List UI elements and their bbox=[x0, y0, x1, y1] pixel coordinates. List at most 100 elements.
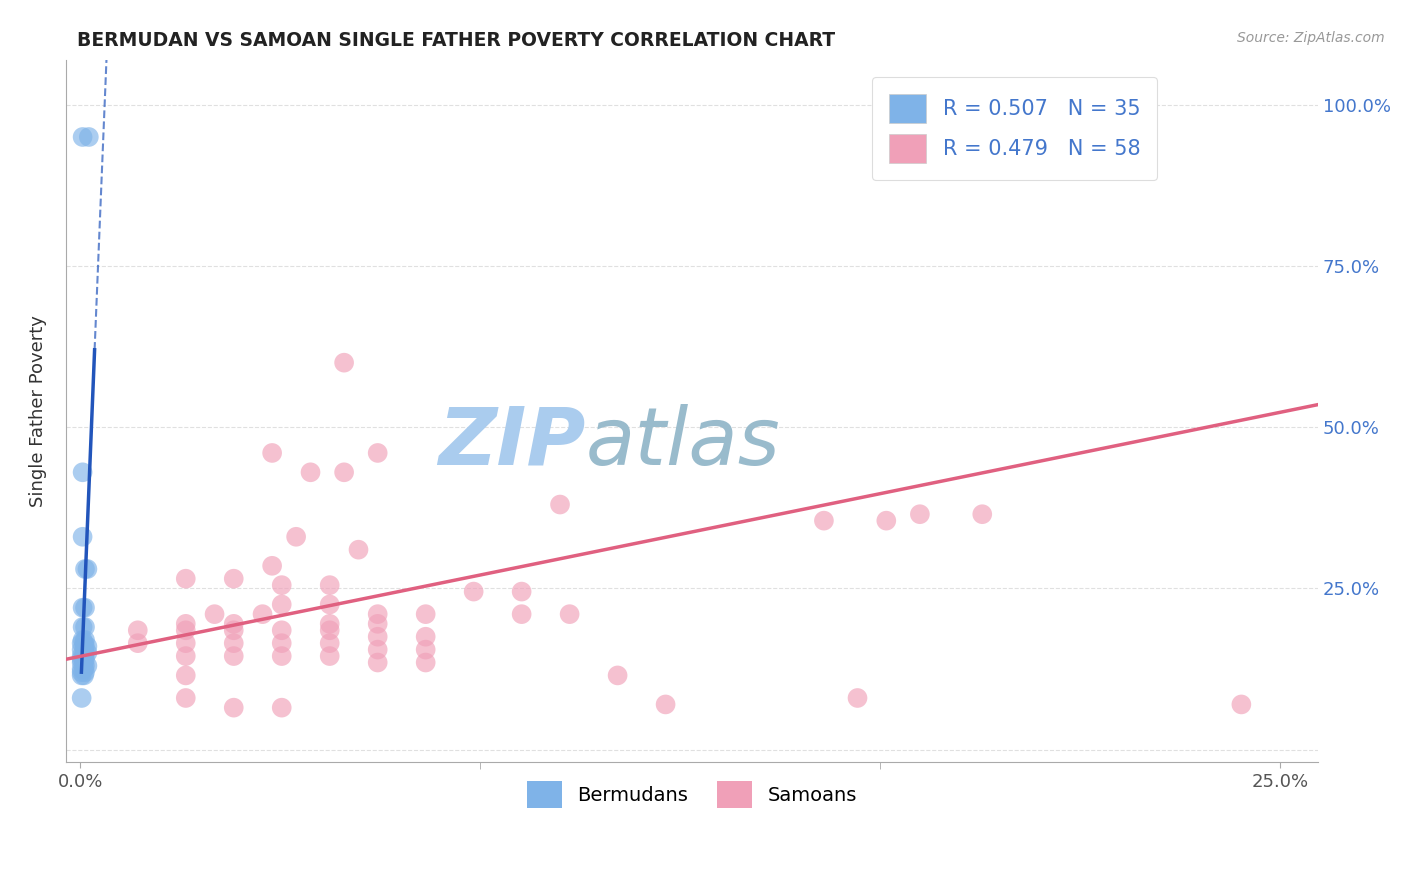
Point bbox=[270, 700, 292, 714]
Point bbox=[73, 640, 96, 654]
Text: atlas: atlas bbox=[585, 404, 780, 482]
Point bbox=[73, 668, 96, 682]
Point bbox=[262, 446, 284, 460]
Point bbox=[875, 514, 897, 528]
Point bbox=[558, 607, 581, 622]
Point bbox=[73, 636, 96, 650]
Point bbox=[76, 658, 98, 673]
Point bbox=[367, 616, 389, 631]
Point bbox=[319, 624, 342, 638]
Point bbox=[270, 636, 292, 650]
Point bbox=[846, 690, 869, 705]
Point bbox=[73, 646, 96, 660]
Point bbox=[70, 652, 93, 666]
Text: ZIP: ZIP bbox=[439, 404, 585, 482]
Point bbox=[270, 624, 292, 638]
Point bbox=[127, 624, 149, 638]
Point bbox=[73, 620, 96, 634]
Point bbox=[367, 656, 389, 670]
Point bbox=[606, 668, 628, 682]
Point bbox=[813, 514, 835, 528]
Point bbox=[285, 530, 308, 544]
Point bbox=[174, 649, 197, 664]
Point bbox=[204, 607, 226, 622]
Point bbox=[333, 356, 356, 370]
Point bbox=[76, 646, 98, 660]
Text: Source: ZipAtlas.com: Source: ZipAtlas.com bbox=[1237, 31, 1385, 45]
Point bbox=[367, 630, 389, 644]
Point bbox=[174, 690, 197, 705]
Point bbox=[174, 624, 197, 638]
Point bbox=[252, 607, 274, 622]
Point bbox=[367, 642, 389, 657]
Point bbox=[73, 600, 96, 615]
Point bbox=[222, 616, 245, 631]
Point bbox=[76, 562, 98, 576]
Point bbox=[72, 530, 94, 544]
Point bbox=[70, 636, 93, 650]
Point bbox=[222, 649, 245, 664]
Point bbox=[73, 649, 96, 664]
Point bbox=[319, 649, 342, 664]
Point bbox=[415, 642, 437, 657]
Point bbox=[319, 598, 342, 612]
Point bbox=[1005, 97, 1028, 112]
Point bbox=[73, 632, 96, 647]
Point bbox=[319, 616, 342, 631]
Point bbox=[972, 507, 994, 521]
Point bbox=[70, 662, 93, 676]
Point bbox=[70, 656, 93, 670]
Point bbox=[463, 584, 485, 599]
Point bbox=[367, 446, 389, 460]
Point bbox=[270, 598, 292, 612]
Point bbox=[77, 130, 100, 145]
Point bbox=[510, 584, 533, 599]
Point bbox=[72, 620, 94, 634]
Point bbox=[367, 607, 389, 622]
Point bbox=[319, 578, 342, 592]
Point bbox=[222, 700, 245, 714]
Point bbox=[299, 465, 322, 479]
Point bbox=[415, 630, 437, 644]
Point bbox=[270, 649, 292, 664]
Point bbox=[73, 562, 96, 576]
Point bbox=[270, 578, 292, 592]
Point bbox=[70, 642, 93, 657]
Point bbox=[1230, 698, 1253, 712]
Point bbox=[127, 636, 149, 650]
Point bbox=[908, 507, 931, 521]
Point bbox=[70, 690, 93, 705]
Point bbox=[415, 656, 437, 670]
Point bbox=[72, 130, 94, 145]
Point bbox=[72, 632, 94, 647]
Point bbox=[654, 698, 676, 712]
Point bbox=[510, 607, 533, 622]
Point bbox=[73, 662, 96, 676]
Point bbox=[174, 636, 197, 650]
Point bbox=[70, 668, 93, 682]
Y-axis label: Single Father Poverty: Single Father Poverty bbox=[30, 315, 46, 507]
Point bbox=[174, 668, 197, 682]
Point bbox=[262, 558, 284, 573]
Point bbox=[222, 624, 245, 638]
Text: BERMUDAN VS SAMOAN SINGLE FATHER POVERTY CORRELATION CHART: BERMUDAN VS SAMOAN SINGLE FATHER POVERTY… bbox=[77, 31, 835, 50]
Point bbox=[73, 642, 96, 657]
Point bbox=[174, 572, 197, 586]
Point bbox=[415, 607, 437, 622]
Point bbox=[70, 649, 93, 664]
Point bbox=[319, 636, 342, 650]
Point bbox=[174, 616, 197, 631]
Point bbox=[72, 600, 94, 615]
Point bbox=[222, 572, 245, 586]
Point bbox=[548, 498, 571, 512]
Point bbox=[222, 636, 245, 650]
Point bbox=[73, 665, 96, 680]
Point bbox=[76, 640, 98, 654]
Point bbox=[73, 656, 96, 670]
Point bbox=[70, 665, 93, 680]
Point bbox=[347, 542, 370, 557]
Point bbox=[333, 465, 356, 479]
Legend: Bermudans, Samoans: Bermudans, Samoans bbox=[519, 773, 865, 816]
Point bbox=[73, 658, 96, 673]
Point bbox=[72, 465, 94, 479]
